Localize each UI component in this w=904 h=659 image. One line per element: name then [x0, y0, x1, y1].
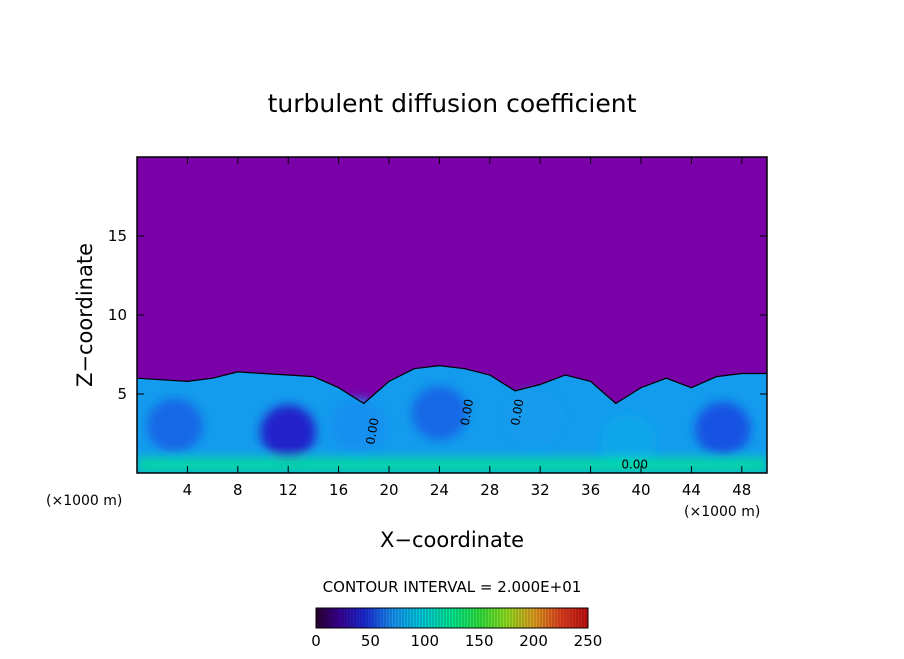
x-unit-left: (×1000 m) [46, 493, 122, 509]
heatmap-cell-4 [411, 386, 468, 440]
x-tick-label: 40 [631, 481, 650, 499]
colorbar-tick-label: 0 [311, 632, 321, 650]
plot-area: 0.00 0.00 0.00 0.00 [136, 156, 768, 474]
x-tick-label: 28 [480, 481, 499, 499]
colorbar-tick-label: 250 [574, 632, 603, 650]
x-tick-label: 24 [430, 481, 449, 499]
x-tick-label: 8 [233, 481, 243, 499]
x-tick-label: 44 [682, 481, 701, 499]
heatmap-cell-6 [600, 414, 657, 469]
x-unit-right: (×1000 m) [684, 504, 760, 520]
heatmap-cell-1 [147, 398, 203, 453]
heatmap-cells [137, 386, 767, 473]
chart-title: turbulent diffusion coefficient [268, 89, 637, 118]
colorbar-ticks: 0 50 100 150 200 250 [311, 632, 602, 650]
x-tick-label: 16 [329, 481, 348, 499]
colorbar-tick-label: 150 [465, 632, 494, 650]
boundary-layer-contour [137, 364, 767, 405]
y-tick-label: 10 [108, 306, 127, 324]
contour-interval-text: CONTOUR INTERVAL = 2.000E+01 [323, 578, 582, 596]
x-tick-label: 36 [581, 481, 600, 499]
y-tick-label: 5 [117, 385, 127, 403]
colorbar-tick-label: 100 [410, 632, 439, 650]
heatmap-surface-band [137, 457, 767, 473]
heatmap-cell-2 [260, 405, 316, 459]
colorbar-stripes [318, 608, 587, 628]
heatmap-cell-5 [506, 390, 562, 445]
contour-label-2: 0.00 [458, 398, 476, 427]
y-axis-ticks: 5 10 15 [108, 227, 767, 403]
x-axis-label: X−coordinate [380, 528, 524, 552]
colorbar-frame [315, 607, 589, 629]
x-tick-label: 48 [732, 481, 751, 499]
contour-label-3: 0.00 [508, 398, 526, 427]
y-axis-label: Z−coordinate [73, 243, 97, 387]
colorbar: 0 50 100 150 200 250 [311, 607, 602, 650]
y-tick-label: 15 [108, 227, 127, 245]
heatmap-cell-3 [329, 398, 386, 453]
x-tick-label: 12 [279, 481, 298, 499]
x-tick-label: 32 [531, 481, 550, 499]
x-tick-label: 4 [183, 481, 193, 499]
contour-label-4: 0.00 [621, 457, 648, 471]
x-axis-ticks: 4 8 12 16 20 24 28 32 36 40 44 48 [183, 157, 751, 499]
contour-label-1: 0.00 [363, 417, 381, 446]
x-tick-label: 20 [379, 481, 398, 499]
colorbar-tick-label: 50 [361, 632, 380, 650]
contour-labels: 0.00 0.00 0.00 0.00 [363, 398, 648, 471]
colorbar-tick-label: 200 [519, 632, 548, 650]
heatmap-cell-7 [695, 401, 751, 456]
